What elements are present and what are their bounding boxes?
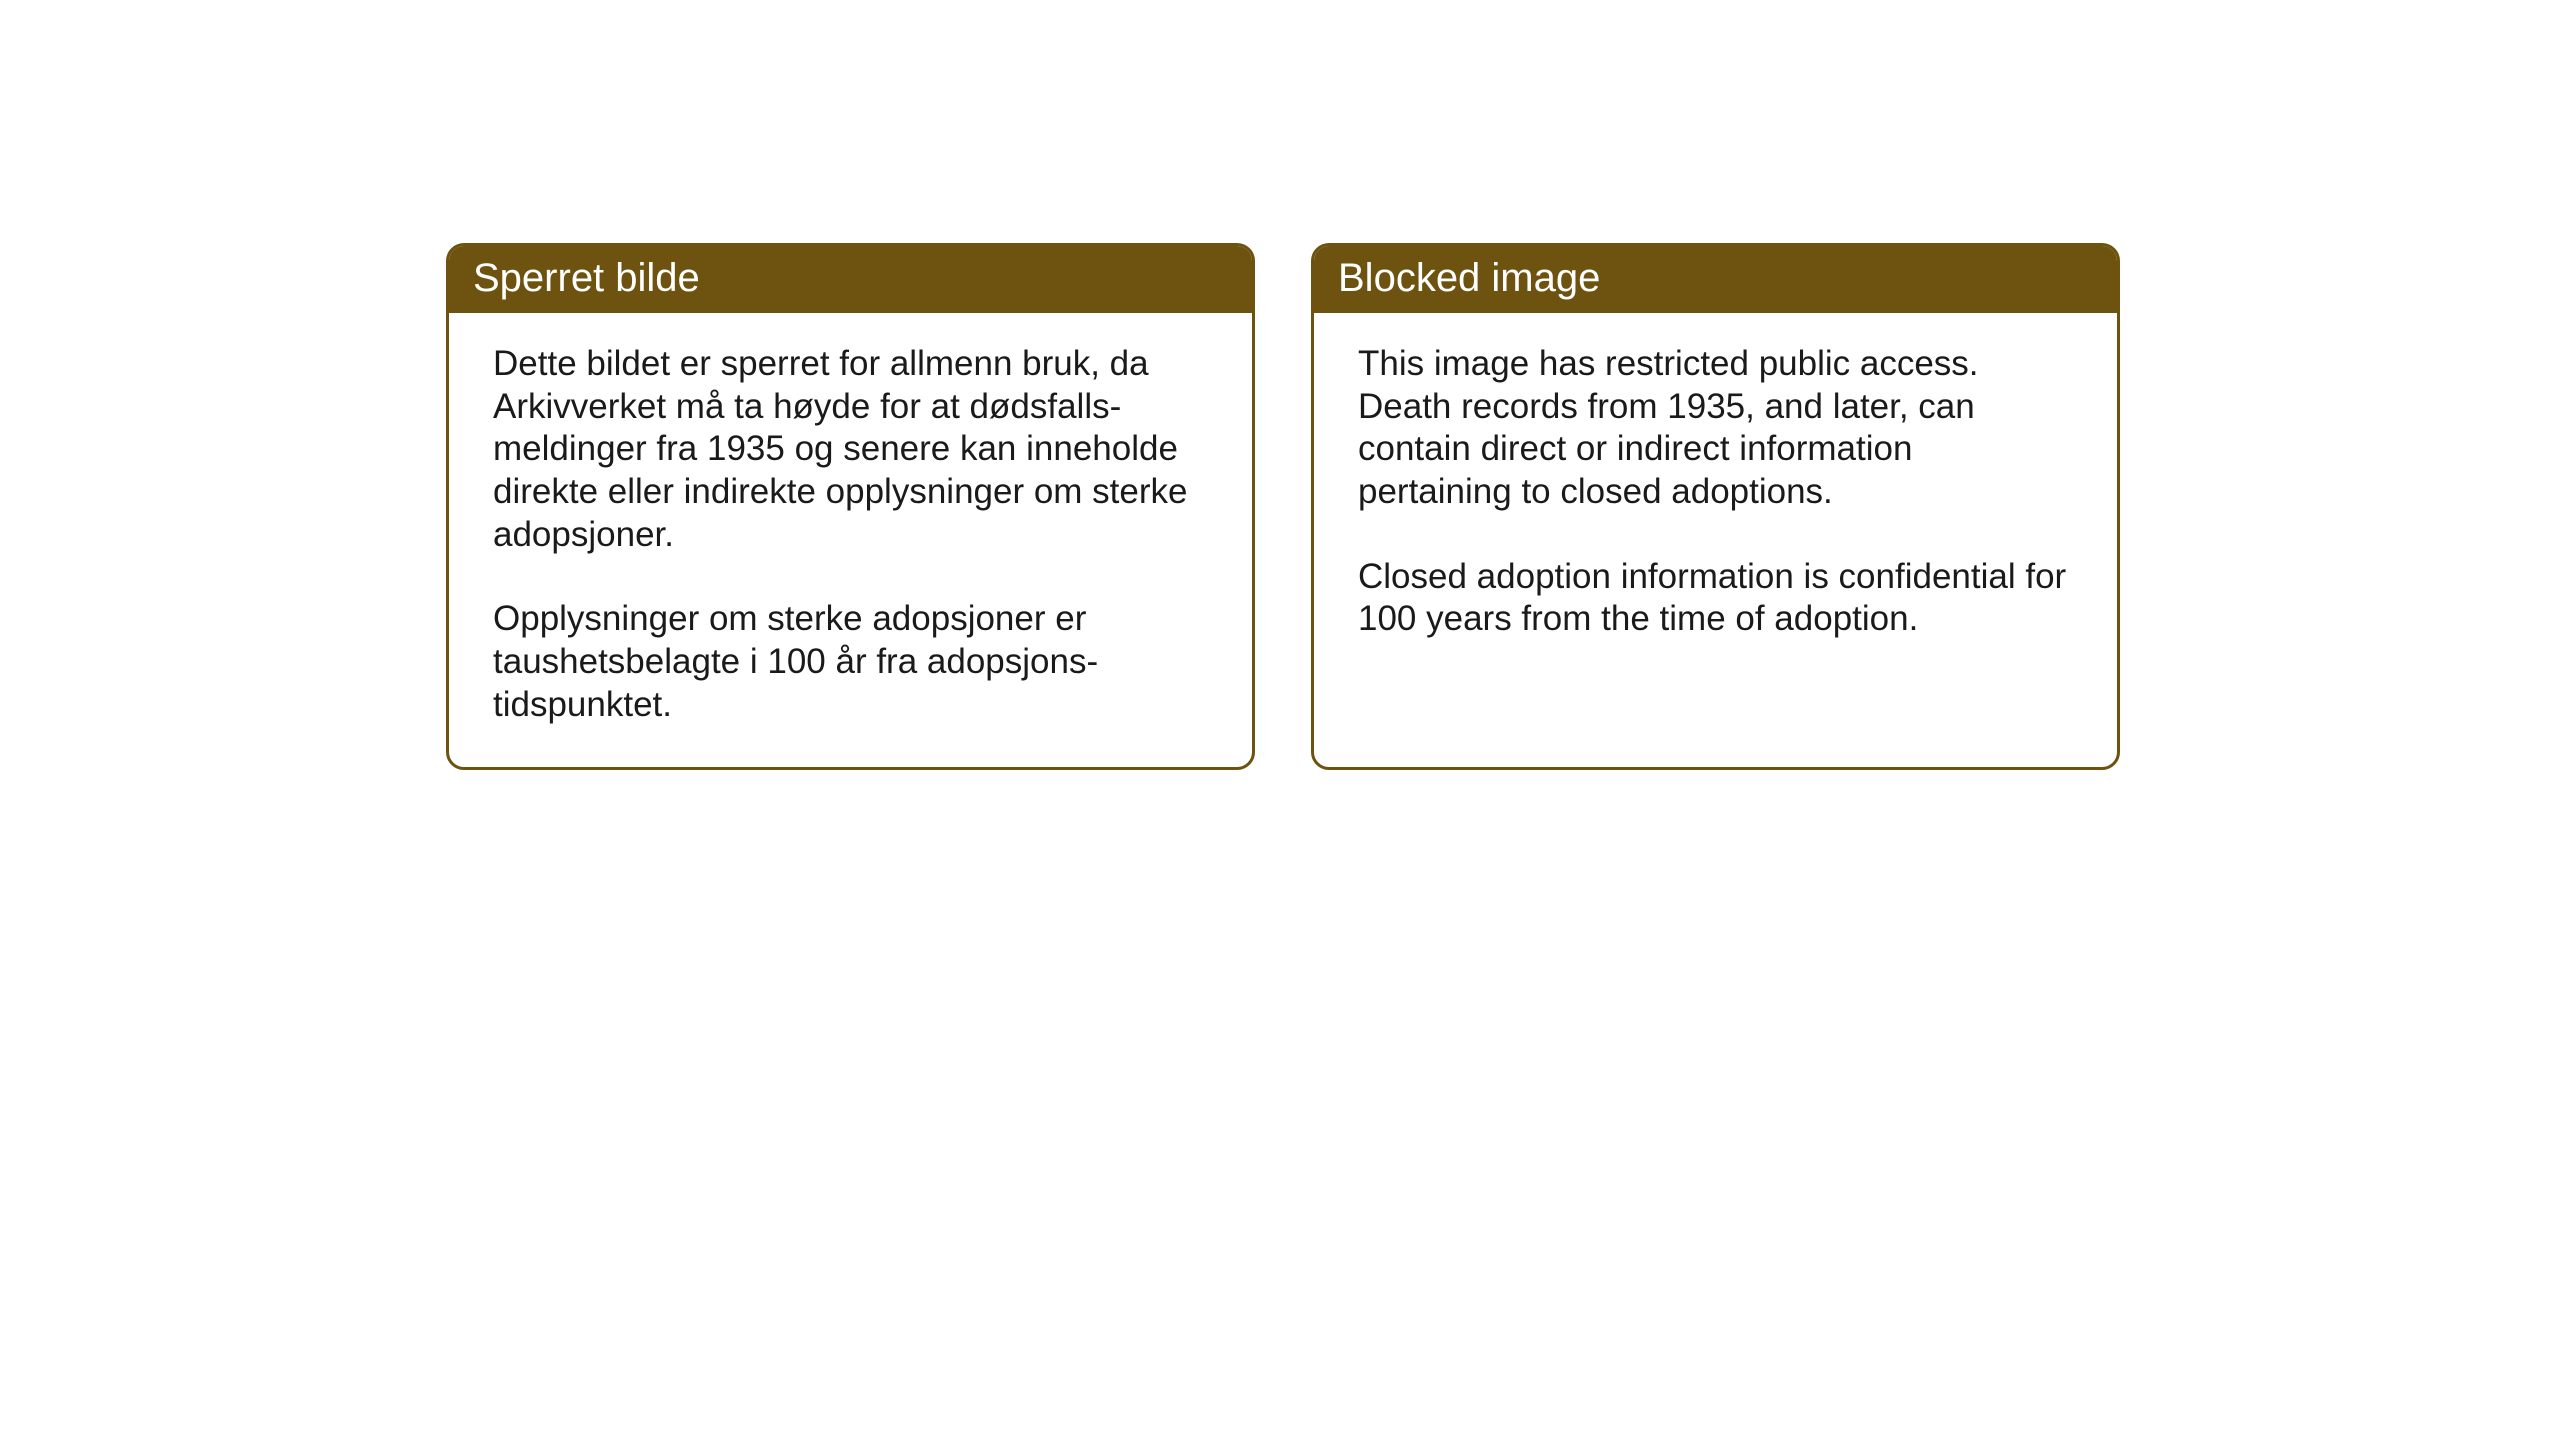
- paragraph-text: Closed adoption information is confident…: [1358, 556, 2073, 641]
- card-header-english: Blocked image: [1314, 246, 2117, 313]
- paragraph-text: This image has restricted public access.…: [1358, 343, 2073, 514]
- card-body-english: This image has restricted public access.…: [1314, 313, 2117, 681]
- card-header-norwegian: Sperret bilde: [449, 246, 1252, 313]
- notice-card-norwegian: Sperret bilde Dette bildet er sperret fo…: [446, 243, 1255, 770]
- paragraph-text: Dette bildet er sperret for allmenn bruk…: [493, 343, 1208, 556]
- notice-container: Sperret bilde Dette bildet er sperret fo…: [0, 0, 2560, 770]
- card-body-norwegian: Dette bildet er sperret for allmenn bruk…: [449, 313, 1252, 767]
- paragraph-text: Opplysninger om sterke adopsjoner er tau…: [493, 598, 1208, 726]
- notice-card-english: Blocked image This image has restricted …: [1311, 243, 2120, 770]
